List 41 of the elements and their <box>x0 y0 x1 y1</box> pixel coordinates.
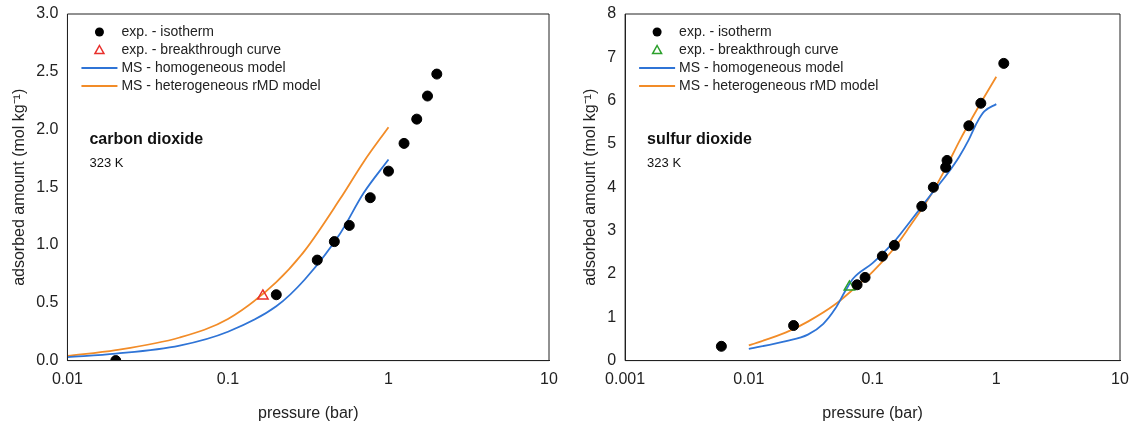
legend-label: MS - heterogeneous rMD model <box>679 76 879 93</box>
y-tick-label: 5 <box>607 134 617 152</box>
y-tick-label: 1.5 <box>36 177 59 195</box>
x-axis-title: pressure (bar) <box>822 403 923 421</box>
y-tick-label: 4 <box>607 177 617 195</box>
x-axis-title: pressure (bar) <box>257 403 359 421</box>
y-tick-label: 1 <box>607 307 617 325</box>
y-tick-label: 2.5 <box>36 62 59 80</box>
y-axis-title: adsorbed amount (mol kg⁻¹) <box>581 88 599 286</box>
annotation: sulfur dioxide <box>647 130 753 147</box>
legend-label: exp. - breakthrough curve <box>121 40 282 57</box>
x-tick-label: 0.1 <box>861 369 884 387</box>
x-tick-label: 0.001 <box>605 369 646 387</box>
annotation: carbon dioxide <box>89 130 204 147</box>
y-tick-label: 0.0 <box>36 351 59 369</box>
x-tick-label: 1 <box>384 369 394 387</box>
x-tick-label: 1 <box>991 369 1001 387</box>
x-tick-label: 0.01 <box>51 369 84 387</box>
y-tick-label: 2 <box>607 264 617 282</box>
annotation: 323 K <box>89 155 124 170</box>
y-tick-label: 7 <box>607 47 617 65</box>
y-axis-title: adsorbed amount (mol kg⁻¹) <box>10 88 28 286</box>
y-tick-label: 3 <box>607 221 617 239</box>
y-tick-label: 2.0 <box>36 119 59 137</box>
x-tick-label: 0.1 <box>216 369 240 387</box>
legend-label: MS - homogeneous model <box>121 58 286 75</box>
legend-label: exp. - breakthrough curve <box>679 40 839 57</box>
y-tick-label: 0.5 <box>36 293 59 311</box>
legend-label: MS - homogeneous model <box>679 58 844 75</box>
y-tick-label: 6 <box>607 91 617 109</box>
x-tick-label: 0.01 <box>733 369 765 387</box>
y-tick-label: 0 <box>607 351 617 369</box>
x-tick-label: 10 <box>1111 369 1129 387</box>
legend-label: MS - heterogeneous rMD model <box>121 76 321 93</box>
annotation: 323 K <box>647 155 682 170</box>
legend-label: exp. - isotherm <box>679 22 772 39</box>
legend-label: exp. - isotherm <box>121 22 215 39</box>
y-tick-label: 3.0 <box>36 4 59 22</box>
y-tick-label: 8 <box>607 4 617 22</box>
y-tick-label: 1.0 <box>36 235 59 253</box>
x-tick-label: 10 <box>540 369 558 387</box>
